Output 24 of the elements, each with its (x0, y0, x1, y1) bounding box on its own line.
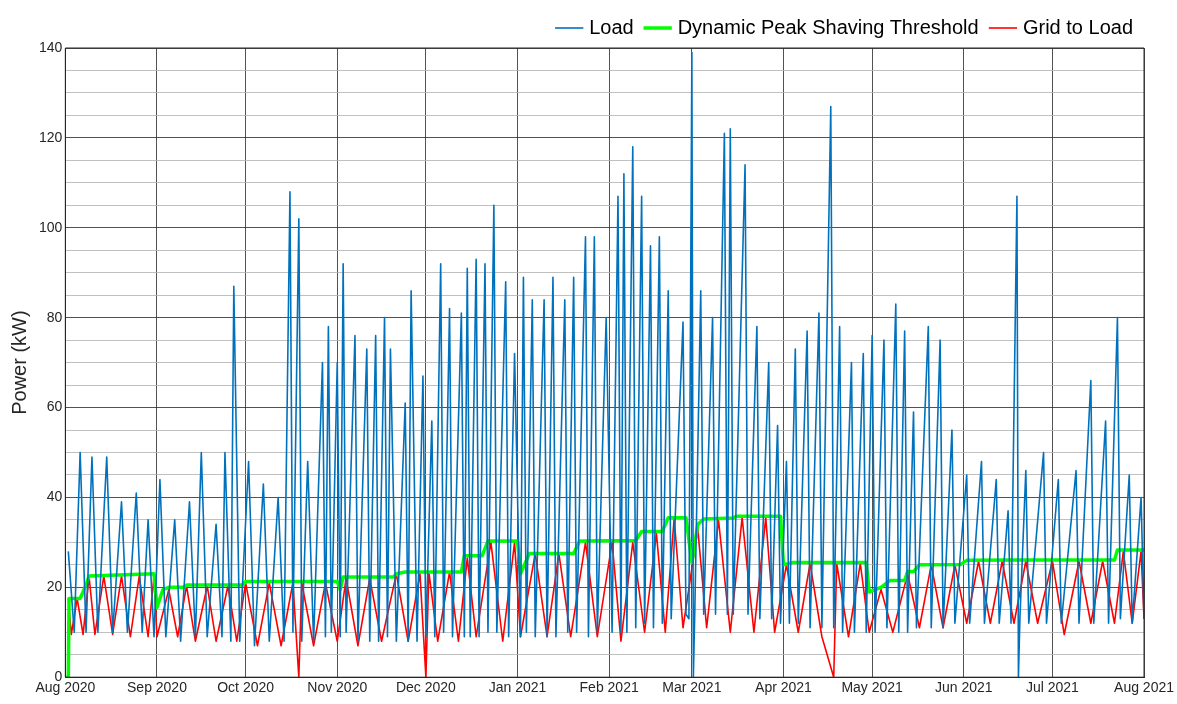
legend-label: Load (589, 15, 634, 38)
x-tick-label: Jul 2021 (1025, 679, 1080, 696)
legend-label: Grid to Load (1022, 15, 1134, 38)
x-tick-label: Dec 2020 (395, 679, 457, 696)
y-tick-label: 0 (54, 668, 63, 685)
y-tick-label: 140 (39, 38, 63, 55)
x-tick-label: Feb 2021 (579, 679, 639, 696)
x-tick-label: Nov 2020 (307, 679, 368, 696)
x-tick-label: Jan 2021 (488, 679, 547, 696)
y-tick-label: 40 (46, 488, 63, 505)
y-tick-label: 20 (46, 578, 63, 595)
x-tick-label: Jun 2021 (934, 679, 993, 696)
x-tick-label: Aug 2021 (1114, 679, 1175, 696)
x-tick-label: Mar 2021 (662, 679, 722, 696)
y-tick-label: 60 (46, 398, 63, 415)
x-tick-label: May 2021 (841, 679, 904, 696)
x-tick-label: Sep 2020 (126, 679, 188, 696)
y-tick-label: 120 (39, 128, 63, 145)
legend-label: Dynamic Peak Shaving Threshold (677, 15, 979, 38)
y-axis-title: Power (kW) (7, 310, 30, 415)
x-tick-label: Apr 2021 (755, 679, 813, 696)
x-tick-label: Oct 2020 (217, 679, 275, 696)
y-tick-label: 80 (46, 308, 63, 325)
y-tick-label: 100 (39, 218, 63, 235)
